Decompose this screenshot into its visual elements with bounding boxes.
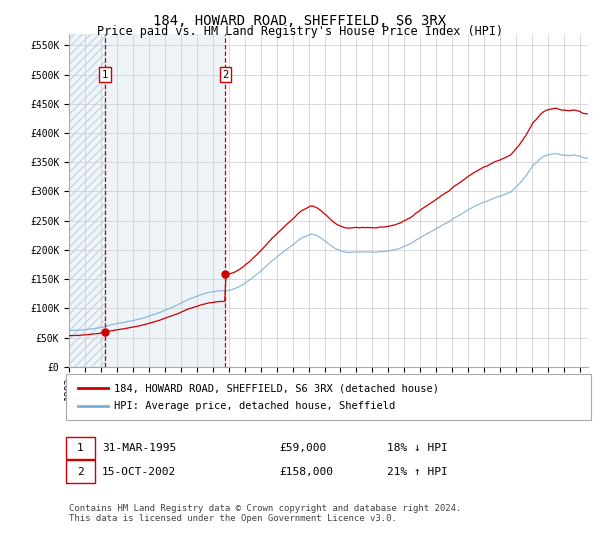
Text: 2: 2 (77, 466, 84, 477)
Bar (61, 34, 105, 367)
Text: 1: 1 (102, 69, 108, 80)
Text: 1: 1 (77, 443, 84, 453)
Text: £59,000: £59,000 (279, 443, 326, 453)
Text: £158,000: £158,000 (279, 466, 333, 477)
Bar (61, 34, 105, 367)
Text: Contains HM Land Registry data © Crown copyright and database right 2024.
This d: Contains HM Land Registry data © Crown c… (69, 504, 461, 524)
Text: 184, HOWARD ROAD, SHEFFIELD, S6 3RX: 184, HOWARD ROAD, SHEFFIELD, S6 3RX (154, 14, 446, 28)
Text: 21% ↑ HPI: 21% ↑ HPI (387, 466, 448, 477)
Text: 184, HOWARD ROAD, SHEFFIELD, S6 3RX (detached house): 184, HOWARD ROAD, SHEFFIELD, S6 3RX (det… (114, 383, 439, 393)
Text: 31-MAR-1995: 31-MAR-1995 (102, 443, 176, 453)
Bar (105, 34, 226, 367)
Text: HPI: Average price, detached house, Sheffield: HPI: Average price, detached house, Shef… (114, 401, 395, 411)
Text: 15-OCT-2002: 15-OCT-2002 (102, 466, 176, 477)
Text: 2: 2 (222, 69, 229, 80)
Text: 18% ↓ HPI: 18% ↓ HPI (387, 443, 448, 453)
Text: Price paid vs. HM Land Registry's House Price Index (HPI): Price paid vs. HM Land Registry's House … (97, 25, 503, 38)
